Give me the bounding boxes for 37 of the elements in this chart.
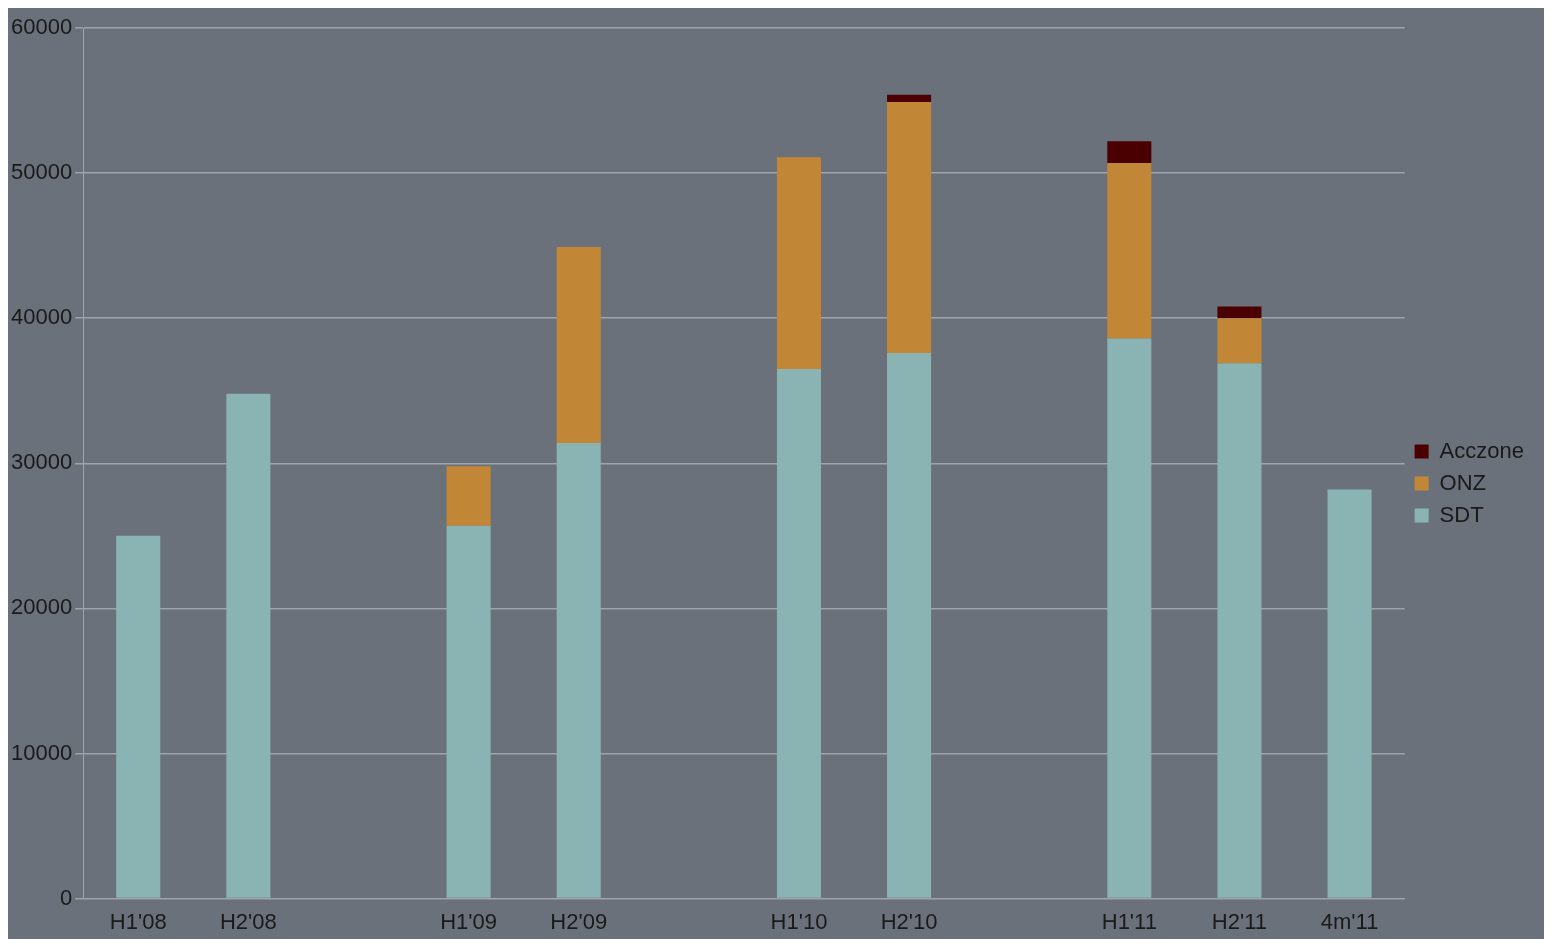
x-tick-label: H2'09 <box>550 908 608 934</box>
bar <box>887 102 932 354</box>
x-tick-label: H1'09 <box>440 908 497 934</box>
bar <box>1217 318 1262 364</box>
bar <box>226 393 271 898</box>
x-tick-label: H2'08 <box>219 908 277 934</box>
legend-label: ONZ <box>1439 469 1487 495</box>
y-tick-label: 30000 <box>10 449 73 475</box>
bar <box>556 247 601 443</box>
bar <box>446 466 491 526</box>
bar <box>1327 489 1372 898</box>
x-tick-label: H1'11 <box>1101 908 1157 934</box>
bar <box>116 535 161 898</box>
x-tick-label: H1'08 <box>109 908 167 934</box>
bar <box>776 157 821 369</box>
y-tick-label: 50000 <box>10 159 73 185</box>
bar <box>1107 338 1152 898</box>
x-tick-label: H1'10 <box>770 908 828 934</box>
bar <box>776 368 821 898</box>
bar <box>887 353 932 898</box>
legend-label: Acczone <box>1439 437 1525 463</box>
y-tick-label: 40000 <box>10 304 73 330</box>
x-tick-label: 4m'11 <box>1320 908 1379 934</box>
bar <box>1107 162 1152 339</box>
bar <box>556 442 601 898</box>
x-tick-label: H2'11 <box>1211 908 1268 934</box>
y-tick-label: 60000 <box>10 14 73 40</box>
legend-label: SDT <box>1439 501 1484 527</box>
bar <box>887 94 932 102</box>
bar <box>446 525 491 898</box>
bar <box>1217 363 1262 898</box>
y-tick-label: 0 <box>59 884 73 910</box>
y-tick-label: 20000 <box>10 594 73 620</box>
bar <box>1107 141 1152 163</box>
y-tick-label: 10000 <box>10 739 73 765</box>
bar <box>1217 306 1262 319</box>
x-tick-label: H2'10 <box>880 908 938 934</box>
